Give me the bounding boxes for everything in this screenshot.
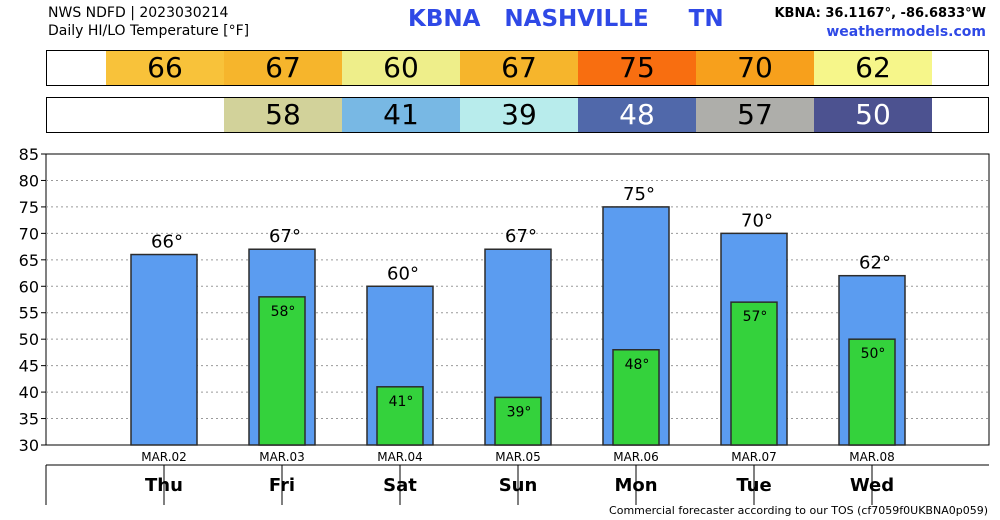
high-temp-bar — [130, 253, 198, 446]
lo_strip-cell: 39 — [460, 98, 578, 132]
hi_strip-cell: 62 — [814, 51, 932, 85]
high-temp-label: 60° — [387, 263, 419, 284]
hi_strip-cell: 67 — [460, 51, 578, 85]
low-temp-bar — [258, 296, 306, 446]
y-tick-label: 70 — [19, 224, 39, 243]
product-label: NWS NDFD | 2023030214 — [48, 5, 229, 21]
low-temp-label: 58° — [271, 304, 296, 320]
y-tick-label: 35 — [19, 410, 39, 429]
y-tick-label: 60 — [19, 277, 39, 296]
y-tick-label: 85 — [19, 145, 39, 164]
low-temp-bar — [848, 338, 896, 446]
lo_strip-cell: 57 — [696, 98, 814, 132]
lo_strip-cell: 58 — [224, 98, 342, 132]
y-tick-label: 30 — [19, 436, 39, 455]
date-label: MAR.07 — [731, 450, 777, 464]
low-temp-bar — [730, 301, 778, 446]
date-label: MAR.08 — [849, 450, 895, 464]
high-temp-label: 62° — [859, 253, 891, 274]
high-temp-label: 67° — [505, 226, 537, 247]
low-temp-label: 57° — [743, 309, 768, 325]
y-tick-label: 75 — [19, 198, 39, 217]
lo_strip-cell: 50 — [814, 98, 932, 132]
lo_strip-cell: 41 — [342, 98, 460, 132]
y-tick-label: 50 — [19, 330, 39, 349]
low-temp-label: 39° — [507, 404, 532, 420]
high-temp-strip: 66 67 60 67 75 70 62 — [46, 50, 989, 86]
chart-subtitle: Daily HI/LO Temperature [°F] — [48, 23, 250, 39]
header-right: KBNA: 36.1167°, -86.6833°W weathermodels… — [774, 5, 986, 41]
station-id: KBNA — [408, 6, 481, 32]
high-temp-label: 75° — [623, 184, 655, 205]
hi_strip-cell: 60 — [342, 51, 460, 85]
high-temp-label: 66° — [151, 232, 183, 253]
site-link[interactable]: weathermodels.com — [826, 24, 986, 40]
low-temp-bar — [612, 349, 660, 446]
coordinates: KBNA: 36.1167°, -86.6833°W — [774, 6, 986, 21]
low-temp-label: 48° — [625, 357, 650, 373]
y-tick-label: 55 — [19, 304, 39, 323]
low-temp-label: 41° — [389, 394, 414, 410]
hi_strip-cell: 66 — [106, 51, 224, 85]
date-label: MAR.02 — [141, 450, 187, 464]
low-temp-bar — [376, 386, 424, 446]
y-tick-label: 45 — [19, 357, 39, 376]
high-temp-label: 70° — [741, 210, 773, 231]
header-left: NWS NDFD | 2023030214 Daily HI/LO Temper… — [48, 4, 249, 40]
date-label: MAR.06 — [613, 450, 659, 464]
hi_strip-cell: 75 — [578, 51, 696, 85]
date-label: MAR.05 — [495, 450, 541, 464]
date-label: MAR.04 — [377, 450, 423, 464]
hi_strip-cell: 67 — [224, 51, 342, 85]
location-title: KBNA NASHVILLE TN — [408, 6, 724, 32]
high-temp-label: 67° — [269, 226, 301, 247]
y-tick-label: 80 — [19, 171, 39, 190]
lo_strip-cell — [106, 98, 224, 132]
footer-note: Commercial forecaster according to our T… — [609, 504, 988, 517]
city-name: NASHVILLE — [504, 6, 649, 32]
date-label: MAR.03 — [259, 450, 305, 464]
y-tick-label: 65 — [19, 251, 39, 270]
low-temp-label: 50° — [861, 346, 886, 362]
lo_strip-cell: 48 — [578, 98, 696, 132]
low-temp-bar — [494, 396, 542, 446]
y-tick-label: 40 — [19, 383, 39, 402]
state-code: TN — [688, 6, 724, 32]
low-temp-strip: 58 41 39 48 57 50 — [46, 97, 989, 133]
hi_strip-cell: 70 — [696, 51, 814, 85]
